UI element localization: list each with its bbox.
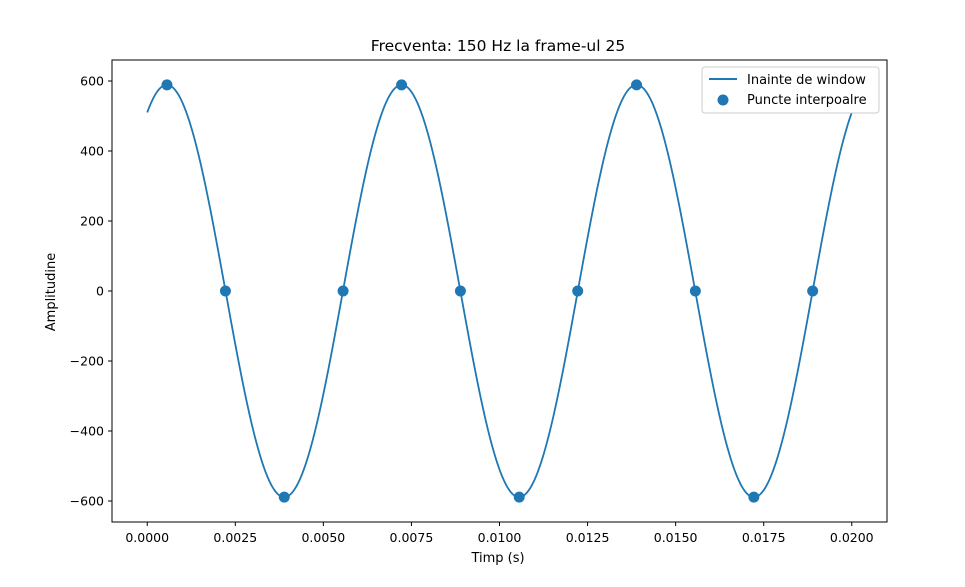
scatter-point (631, 79, 643, 91)
x-tick-label: 0.0000 (125, 530, 169, 545)
y-tick-label: −200 (70, 354, 104, 369)
x-axis-label: Timp (s) (470, 551, 524, 566)
y-tick-label: 600 (80, 74, 104, 89)
scatter-point (396, 79, 408, 91)
legend-scatter-marker (717, 94, 729, 106)
legend-box (701, 66, 880, 114)
legend-label-line: Inainte de window (747, 73, 866, 88)
scatter-point (513, 491, 525, 503)
y-tick-label: −600 (70, 494, 104, 509)
chart-title: Frecventa: 150 Hz la frame-ul 25 (371, 37, 625, 55)
legend-label-scatter: Puncte interpoalre (747, 93, 867, 108)
scatter-point (278, 491, 290, 503)
scatter-point (748, 491, 760, 503)
x-tick-label: 0.0125 (566, 530, 610, 545)
x-tick-label: 0.0100 (478, 530, 522, 545)
scatter-point (807, 285, 819, 297)
scatter-point (219, 285, 231, 297)
scatter-point (454, 285, 466, 297)
x-tick-label: 0.0150 (654, 530, 698, 545)
y-tick-label: 0 (96, 284, 104, 299)
x-tick-label: 0.0175 (742, 530, 786, 545)
scatter-point (161, 79, 173, 91)
plot-area (146, 79, 853, 503)
legend: Inainte de window Puncte interpoalre (701, 66, 880, 114)
y-tick-label: −400 (70, 424, 104, 439)
scatter-point (689, 285, 701, 297)
x-axis-ticks: 0.0000 0.0025 0.0050 0.0075 0.0100 0.0125 0.01… (125, 522, 874, 545)
y-tick-label: 200 (80, 214, 104, 229)
y-tick-label: 400 (80, 144, 104, 159)
x-tick-label: 0.0200 (830, 530, 874, 545)
scatter-point (572, 285, 584, 297)
y-axis-label: Amplitudine (44, 253, 59, 331)
scatter-point (337, 285, 349, 297)
x-tick-label: 0.0075 (390, 530, 434, 545)
y-axis-ticks: −600 −400 −200 0 200 400 600 (70, 74, 112, 509)
series-line-inainte-de-window (146, 83, 853, 499)
x-tick-label: 0.0025 (213, 530, 257, 545)
x-tick-label: 0.0050 (301, 530, 345, 545)
